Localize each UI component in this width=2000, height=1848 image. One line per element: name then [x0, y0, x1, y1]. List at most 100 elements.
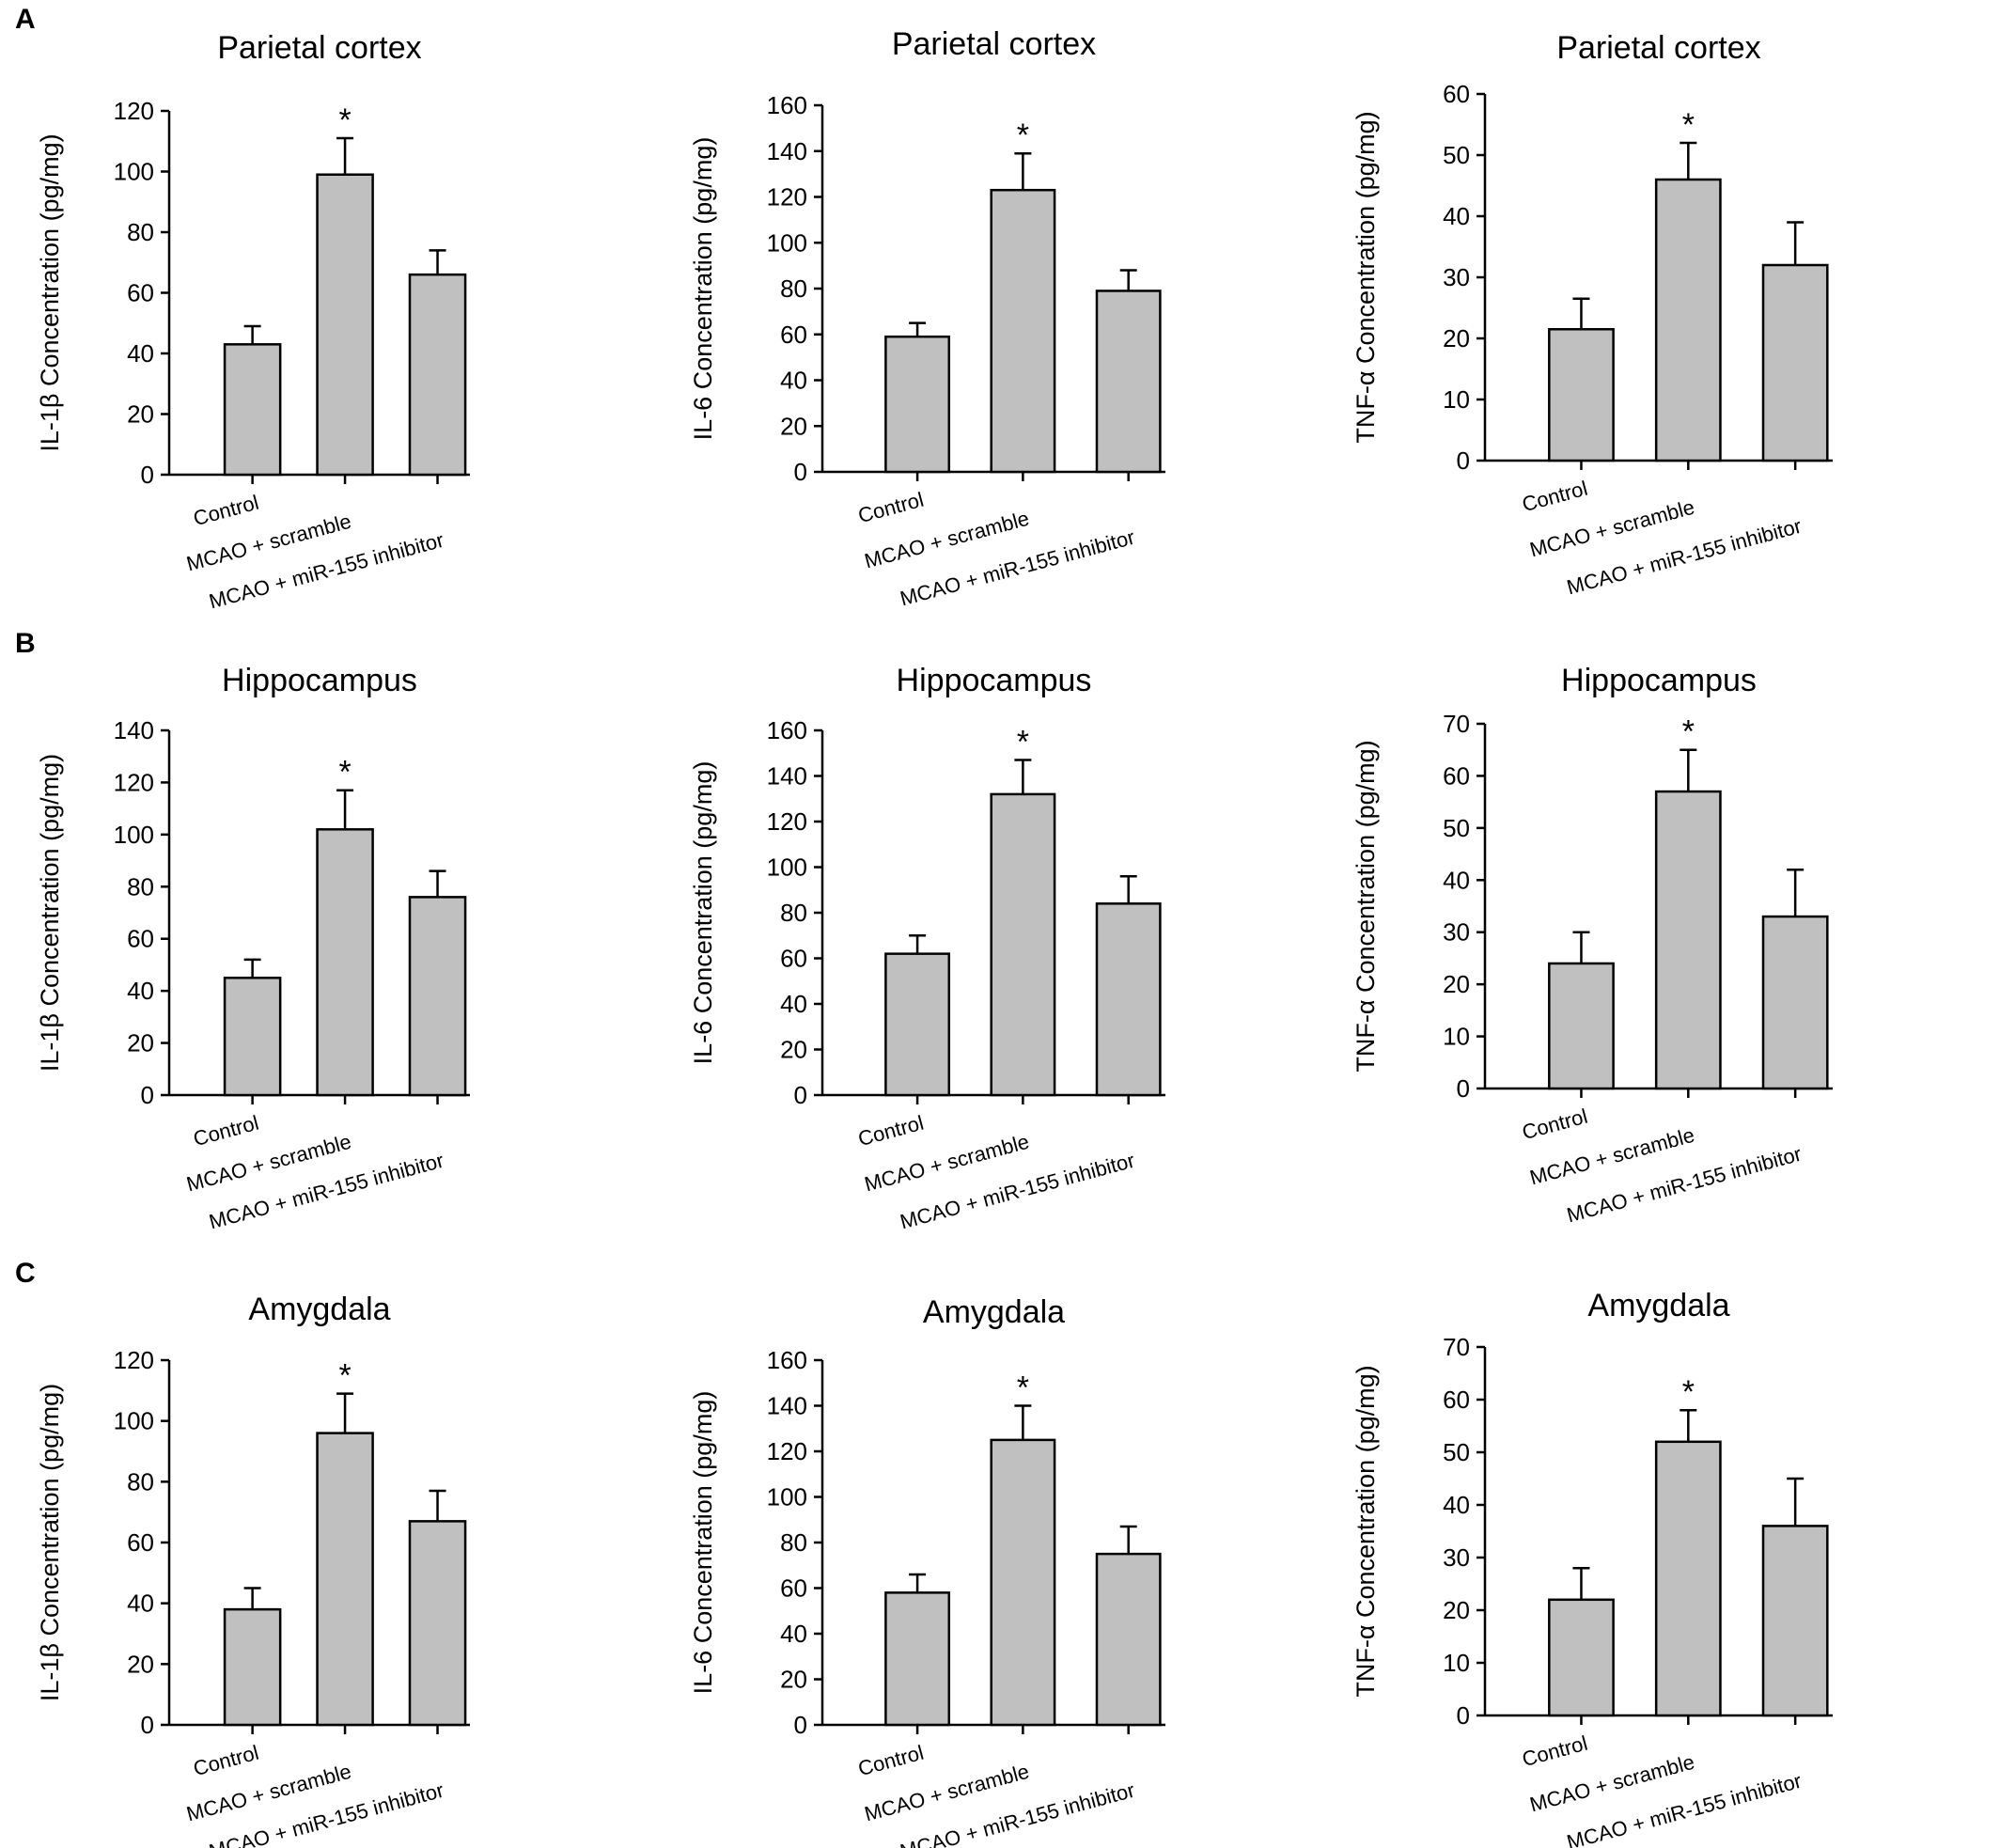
bar [408, 273, 467, 477]
y-tick-label: 40 [1443, 866, 1470, 894]
x-tick-label: Control [191, 1111, 261, 1151]
y-tick-label: 70 [1443, 1333, 1470, 1361]
bar [316, 1432, 374, 1727]
y-tick-label: 20 [127, 1650, 154, 1678]
bar [1548, 328, 1615, 462]
x-tick-label: Control [855, 1111, 926, 1151]
y-tick-label: 160 [767, 1346, 807, 1374]
y-tick-label: 160 [767, 716, 807, 744]
y-tick-label: 50 [1443, 814, 1470, 842]
y-tick-label: 40 [1443, 1491, 1470, 1519]
y-tick-label: 50 [1443, 1438, 1470, 1466]
y-tick-label: 100 [767, 1483, 807, 1511]
chart-5: Hippocampus 0 20 40 60 80 100 120 140 160 IL-6 Con… [689, 663, 1165, 1233]
y-tick-label: 40 [780, 990, 807, 1018]
y-tick-label: 60 [780, 945, 807, 973]
panel-label-b: B [15, 628, 36, 659]
x-tick-label: Control [855, 488, 926, 528]
y-tick-label: 100 [767, 228, 807, 257]
y-tick-label: 20 [780, 1036, 807, 1064]
y-tick-label: 40 [127, 339, 154, 368]
y-tick-label: 140 [767, 762, 807, 791]
y-tick-label: 140 [767, 137, 807, 165]
y-tick-label: 120 [114, 768, 154, 796]
y-tick-label: 20 [1443, 324, 1470, 352]
y-axis-label: IL-1β Concentration (pg/mg) [36, 754, 64, 1072]
y-tick-label: 20 [1443, 970, 1470, 998]
significance-marker: * [1017, 725, 1029, 760]
y-tick-label: 0 [141, 461, 154, 489]
y-tick-label: 40 [780, 1620, 807, 1648]
chart-title: Parietal cortex [217, 30, 421, 66]
bar [1548, 962, 1615, 1090]
y-axis-label: TNF-α Concentration (pg/mg) [1352, 740, 1380, 1072]
y-tick-label: 30 [1443, 918, 1470, 947]
y-tick-label: 80 [127, 218, 154, 246]
y-tick-label: 80 [127, 872, 154, 901]
bar [408, 896, 467, 1097]
y-tick-label: 80 [780, 899, 807, 927]
chart-title: Hippocampus [897, 663, 1092, 698]
bar [1654, 790, 1722, 1090]
chart-title: Parietal cortex [1556, 30, 1760, 66]
bar [223, 977, 282, 1097]
y-axis-label: IL-1β Concentration (pg/mg) [36, 133, 64, 451]
y-axis-label: IL-1β Concentration (pg/mg) [36, 1384, 64, 1701]
significance-marker: * [338, 755, 351, 791]
y-tick-label: 80 [127, 1467, 154, 1496]
y-tick-label: 0 [794, 1711, 807, 1739]
chart-title: Hippocampus [1561, 663, 1757, 698]
bar [990, 1438, 1056, 1727]
bar [884, 952, 951, 1097]
y-tick-label: 0 [141, 1081, 154, 1109]
bar [1548, 1598, 1615, 1717]
y-tick-label: 100 [767, 854, 807, 882]
bar [316, 173, 374, 477]
y-tick-label: 0 [141, 1711, 154, 1739]
bar [223, 1607, 282, 1727]
y-tick-label: 60 [127, 279, 154, 307]
y-tick-label: 20 [127, 1029, 154, 1057]
y-tick-label: 30 [1443, 1543, 1470, 1572]
y-tick-label: 60 [780, 1574, 807, 1603]
bar [1761, 263, 1829, 462]
x-tick-label: Control [1520, 477, 1590, 517]
y-tick-label: 100 [114, 821, 154, 849]
chart-1: Parietal cortex 0 20 40 60 80 100 120 IL-1β Conc… [36, 30, 470, 613]
y-tick-label: 60 [1443, 1386, 1470, 1414]
x-tick-label: Control [855, 1741, 926, 1781]
chart-6: Hippocampus 0 10 20 30 40 50 60 70 TNF-α Concentr… [1352, 663, 1833, 1227]
y-tick-label: 0 [1457, 1074, 1470, 1103]
chart-4: Hippocampus 0 20 40 60 80 100 120 140 IL-1β Conce… [36, 663, 470, 1233]
chart-9: Amygdala 0 10 20 30 40 50 60 70 TNF-α Concentrati… [1352, 1288, 1833, 1848]
bar [1761, 1525, 1829, 1717]
y-tick-label: 40 [127, 977, 154, 1005]
y-tick-label: 60 [127, 1528, 154, 1557]
bar [884, 1591, 951, 1727]
chart-title: Parietal cortex [892, 26, 1096, 62]
y-tick-label: 120 [767, 1437, 807, 1465]
y-tick-label: 10 [1443, 1023, 1470, 1051]
y-tick-label: 70 [1443, 710, 1470, 738]
y-tick-label: 160 [767, 91, 807, 119]
significance-marker: * [1017, 1370, 1029, 1406]
bar [1761, 915, 1829, 1090]
y-tick-label: 120 [767, 183, 807, 211]
y-axis-label: TNF-α Concentration (pg/mg) [1352, 111, 1380, 443]
y-tick-label: 40 [780, 367, 807, 395]
y-tick-label: 0 [794, 1081, 807, 1109]
y-axis-label: IL-6 Concentration (pg/mg) [689, 1391, 717, 1695]
significance-marker: * [338, 1358, 351, 1394]
x-tick-label: Control [191, 491, 261, 531]
y-tick-label: 120 [114, 97, 154, 125]
y-tick-label: 30 [1443, 263, 1470, 291]
chart-3: Parietal cortex 0 10 20 30 40 50 60 TNF-α Concen… [1352, 30, 1833, 599]
y-tick-label: 10 [1443, 1649, 1470, 1677]
chart-2: Parietal cortex 0 20 40 60 80 100 120 140 160 IL-6… [689, 26, 1165, 610]
y-tick-label: 40 [127, 1590, 154, 1618]
x-tick-label: Control [1520, 1731, 1590, 1772]
bar [1095, 902, 1162, 1097]
y-tick-label: 60 [1443, 80, 1470, 108]
bar [223, 343, 282, 477]
